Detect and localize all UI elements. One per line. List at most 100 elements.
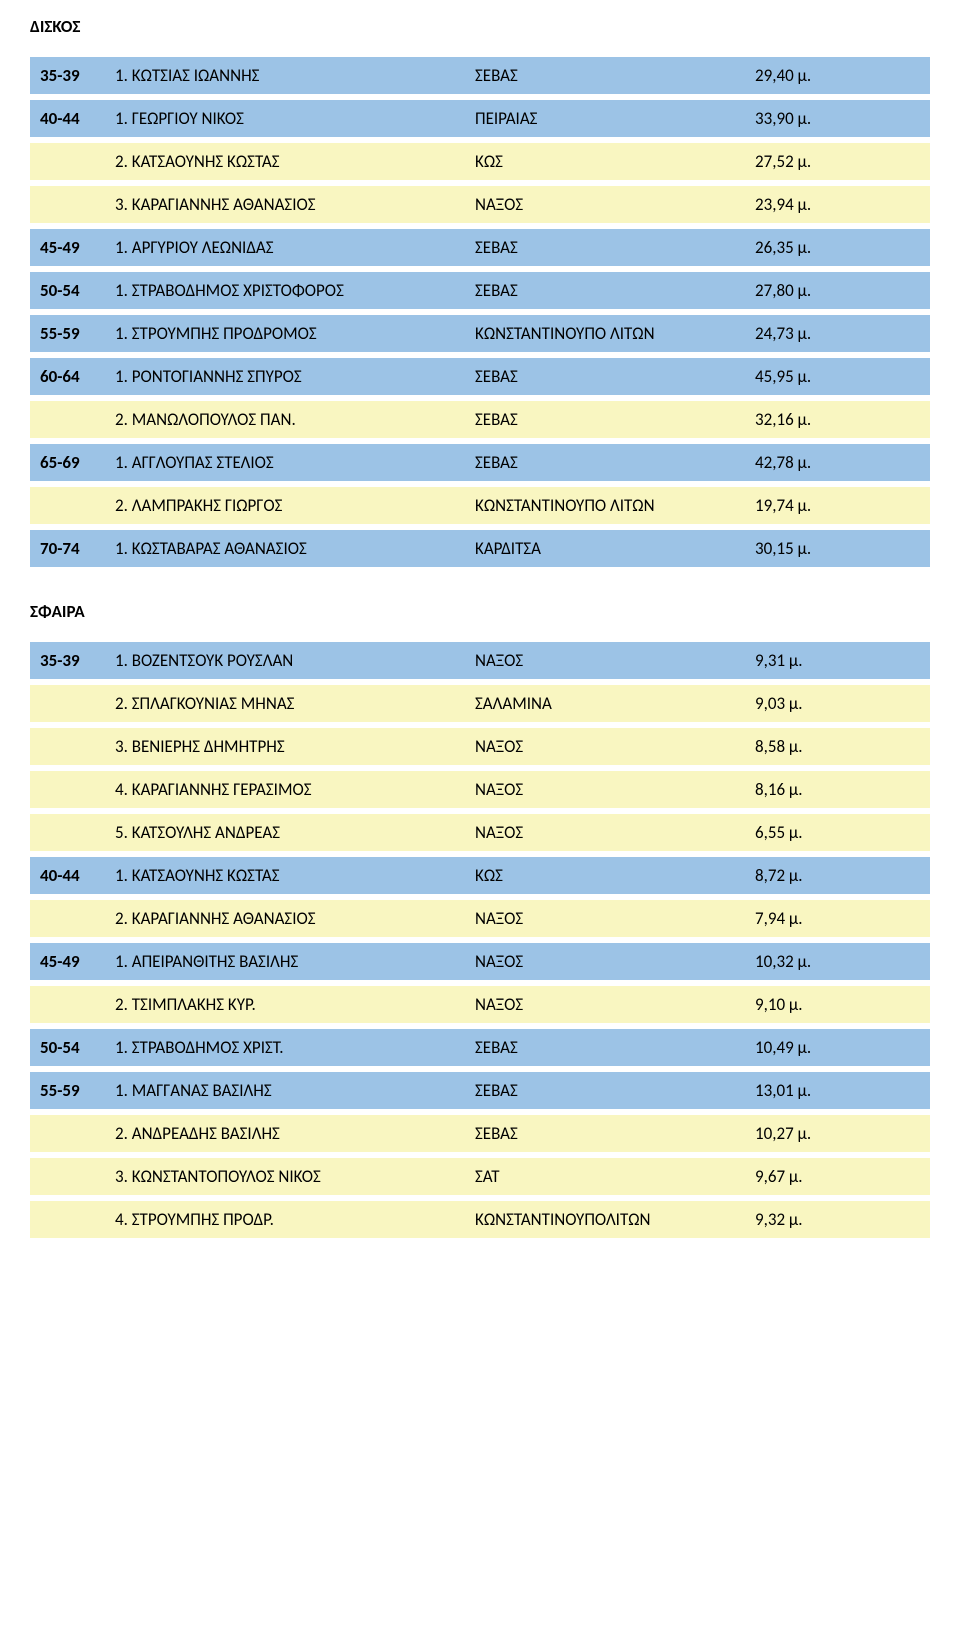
result-cell: 32,16 μ. — [745, 401, 930, 438]
table-row: 4. ΚΑΡΑΓΙΑΝΝΗΣ ΓΕΡΑΣΙΜΟΣΝΑΞΟΣ8,16 μ. — [30, 771, 930, 808]
age-cell: 55-59 — [30, 1072, 105, 1109]
table-row: 2. ΚΑΤΣΑΟΥΝΗΣ ΚΩΣΤΑΣΚΩΣ27,52 μ. — [30, 143, 930, 180]
result-cell: 9,10 μ. — [745, 986, 930, 1023]
table-row: 50-541. ΣΤΡΑΒΟΔΗΜΟΣ ΧΡΙΣΤ.ΣΕΒΑΣ10,49 μ. — [30, 1029, 930, 1066]
table-row: 45-491. ΑΠΕΙΡΑΝΘΙΤΗΣ ΒΑΣΙΛΗΣΝΑΞΟΣ10,32 μ… — [30, 943, 930, 980]
table-row: 2. ΑΝΔΡΕΑΔΗΣ ΒΑΣΙΛΗΣΣΕΒΑΣ10,27 μ. — [30, 1115, 930, 1152]
result-cell: 23,94 μ. — [745, 186, 930, 223]
age-cell: 40-44 — [30, 100, 105, 137]
age-cell: 50-54 — [30, 1029, 105, 1066]
club-cell: ΝΑΞΟΣ — [465, 642, 745, 679]
table-row: 2. ΚΑΡΑΓΙΑΝΝΗΣ ΑΘΑΝΑΣΙΟΣΝΑΞΟΣ7,94 μ. — [30, 900, 930, 937]
club-cell: ΣΕΒΑΣ — [465, 444, 745, 481]
table-row: 35-391. ΒΟΖΕΝΤΣΟΥΚ ΡΟΥΣΛΑΝΝΑΞΟΣ9,31 μ. — [30, 642, 930, 679]
club-cell: ΚΩΝΣΤΑΝΤΙΝΟΥΠΟ ΛΙΤΩΝ — [465, 315, 745, 352]
age-cell — [30, 771, 105, 808]
name-cell: 1. ΓΕΩΡΓΙΟΥ ΝΙΚΟΣ — [105, 100, 465, 137]
result-cell: 8,58 μ. — [745, 728, 930, 765]
table-row: 40-441. ΓΕΩΡΓΙΟΥ ΝΙΚΟΣΠΕΙΡΑΙΑΣ33,90 μ. — [30, 100, 930, 137]
name-cell: 5. ΚΑΤΣΟΥΛΗΣ ΑΝΔΡΕΑΣ — [105, 814, 465, 851]
age-cell: 45-49 — [30, 229, 105, 266]
result-cell: 45,95 μ. — [745, 358, 930, 395]
section-heading: ΣΦΑΙΡΑ — [30, 601, 930, 622]
results-table: 35-391. ΒΟΖΕΝΤΣΟΥΚ ΡΟΥΣΛΑΝΝΑΞΟΣ9,31 μ. 2.… — [30, 636, 930, 1244]
club-cell: ΣΕΒΑΣ — [465, 57, 745, 94]
name-cell: 2. ΣΠΛΑΓΚΟΥΝΙΑΣ ΜΗΝΑΣ — [105, 685, 465, 722]
club-cell: ΣΕΒΑΣ — [465, 229, 745, 266]
age-cell — [30, 986, 105, 1023]
club-cell: ΣΕΒΑΣ — [465, 272, 745, 309]
age-cell: 60-64 — [30, 358, 105, 395]
name-cell: 1. ΡΟΝΤΟΓΙΑΝΝΗΣ ΣΠΥΡΟΣ — [105, 358, 465, 395]
club-cell: ΣΕΒΑΣ — [465, 1115, 745, 1152]
result-cell: 10,27 μ. — [745, 1115, 930, 1152]
result-cell: 30,15 μ. — [745, 530, 930, 567]
table-row: 4. ΣΤΡΟΥΜΠΗΣ ΠΡΟΔΡ.ΚΩΝΣΤΑΝΤΙΝΟΥΠΟΛΙΤΩΝ9,… — [30, 1201, 930, 1238]
table-row: 2. ΛΑΜΠΡΑΚΗΣ ΓΙΩΡΓΟΣΚΩΝΣΤΑΝΤΙΝΟΥΠΟ ΛΙΤΩΝ… — [30, 487, 930, 524]
result-cell: 27,80 μ. — [745, 272, 930, 309]
table-row: 65-691. ΑΓΓΛΟΥΠΑΣ ΣΤΕΛΙΟΣΣΕΒΑΣ42,78 μ. — [30, 444, 930, 481]
club-cell: ΣΕΒΑΣ — [465, 358, 745, 395]
club-cell: ΣΑΤ — [465, 1158, 745, 1195]
result-cell: 13,01 μ. — [745, 1072, 930, 1109]
name-cell: 1. ΣΤΡΟΥΜΠΗΣ ΠΡΟΔΡΟΜΟΣ — [105, 315, 465, 352]
club-cell: ΝΑΞΟΣ — [465, 986, 745, 1023]
name-cell: 1. ΑΠΕΙΡΑΝΘΙΤΗΣ ΒΑΣΙΛΗΣ — [105, 943, 465, 980]
club-cell: ΝΑΞΟΣ — [465, 771, 745, 808]
table-row: 3. ΚΑΡΑΓΙΑΝΝΗΣ ΑΘΑΝΑΣΙΟΣΝΑΞΟΣ23,94 μ. — [30, 186, 930, 223]
table-row: 2. ΣΠΛΑΓΚΟΥΝΙΑΣ ΜΗΝΑΣΣΑΛΑΜΙΝΑ9,03 μ. — [30, 685, 930, 722]
club-cell: ΝΑΞΟΣ — [465, 186, 745, 223]
club-cell: ΝΑΞΟΣ — [465, 900, 745, 937]
result-cell: 9,67 μ. — [745, 1158, 930, 1195]
result-cell: 42,78 μ. — [745, 444, 930, 481]
age-cell: 70-74 — [30, 530, 105, 567]
age-cell — [30, 487, 105, 524]
age-cell: 50-54 — [30, 272, 105, 309]
age-cell — [30, 1115, 105, 1152]
table-row: 2. ΤΣΙΜΠΛΑΚΗΣ ΚΥΡ.ΝΑΞΟΣ9,10 μ. — [30, 986, 930, 1023]
club-cell: ΣΕΒΑΣ — [465, 401, 745, 438]
result-cell: 10,49 μ. — [745, 1029, 930, 1066]
name-cell: 4. ΣΤΡΟΥΜΠΗΣ ΠΡΟΔΡ. — [105, 1201, 465, 1238]
club-cell: ΝΑΞΟΣ — [465, 814, 745, 851]
age-cell — [30, 186, 105, 223]
age-cell — [30, 814, 105, 851]
name-cell: 2. ΑΝΔΡΕΑΔΗΣ ΒΑΣΙΛΗΣ — [105, 1115, 465, 1152]
result-cell: 24,73 μ. — [745, 315, 930, 352]
age-cell — [30, 1201, 105, 1238]
table-row: 45-491. ΑΡΓΥΡΙΟΥ ΛΕΩΝΙΔΑΣΣΕΒΑΣ26,35 μ. — [30, 229, 930, 266]
club-cell: ΣΑΛΑΜΙΝΑ — [465, 685, 745, 722]
result-cell: 26,35 μ. — [745, 229, 930, 266]
name-cell: 1. ΚΩΣΤΑΒΑΡΑΣ ΑΘΑΝΑΣΙΟΣ — [105, 530, 465, 567]
age-cell: 35-39 — [30, 642, 105, 679]
table-row: 60-641. ΡΟΝΤΟΓΙΑΝΝΗΣ ΣΠΥΡΟΣΣΕΒΑΣ45,95 μ. — [30, 358, 930, 395]
name-cell: 2. ΚΑΤΣΑΟΥΝΗΣ ΚΩΣΤΑΣ — [105, 143, 465, 180]
table-row: 50-541. ΣΤΡΑΒΟΔΗΜΟΣ ΧΡΙΣΤΟΦΟΡΟΣΣΕΒΑΣ27,8… — [30, 272, 930, 309]
name-cell: 3. ΚΩΝΣΤΑΝΤΟΠΟΥΛΟΣ ΝΙΚΟΣ — [105, 1158, 465, 1195]
name-cell: 1. ΒΟΖΕΝΤΣΟΥΚ ΡΟΥΣΛΑΝ — [105, 642, 465, 679]
result-cell: 9,03 μ. — [745, 685, 930, 722]
table-row: 55-591. ΜΑΓΓΑΝΑΣ ΒΑΣΙΛΗΣΣΕΒΑΣ13,01 μ. — [30, 1072, 930, 1109]
name-cell: 1. ΣΤΡΑΒΟΔΗΜΟΣ ΧΡΙΣΤ. — [105, 1029, 465, 1066]
table-row: 55-591. ΣΤΡΟΥΜΠΗΣ ΠΡΟΔΡΟΜΟΣΚΩΝΣΤΑΝΤΙΝΟΥΠ… — [30, 315, 930, 352]
name-cell: 2. ΛΑΜΠΡΑΚΗΣ ΓΙΩΡΓΟΣ — [105, 487, 465, 524]
age-cell: 35-39 — [30, 57, 105, 94]
name-cell: 1. ΚΩΤΣΙΑΣ ΙΩΑΝΝΗΣ — [105, 57, 465, 94]
age-cell — [30, 685, 105, 722]
result-cell: 10,32 μ. — [745, 943, 930, 980]
age-cell: 45-49 — [30, 943, 105, 980]
name-cell: 2. ΤΣΙΜΠΛΑΚΗΣ ΚΥΡ. — [105, 986, 465, 1023]
name-cell: 2. ΜΑΝΩΛΟΠΟΥΛΟΣ ΠΑΝ. — [105, 401, 465, 438]
name-cell: 1. ΑΓΓΛΟΥΠΑΣ ΣΤΕΛΙΟΣ — [105, 444, 465, 481]
result-cell: 33,90 μ. — [745, 100, 930, 137]
table-row: 70-741. ΚΩΣΤΑΒΑΡΑΣ ΑΘΑΝΑΣΙΟΣΚΑΡΔΙΤΣΑ30,1… — [30, 530, 930, 567]
club-cell: ΚΩΣ — [465, 857, 745, 894]
result-cell: 9,32 μ. — [745, 1201, 930, 1238]
page-content: ΔΙΣΚΟΣ 35-391. ΚΩΤΣΙΑΣ ΙΩΑΝΝΗΣΣΕΒΑΣ29,40 … — [30, 16, 930, 1244]
result-cell: 7,94 μ. — [745, 900, 930, 937]
section-heading: ΔΙΣΚΟΣ — [30, 16, 930, 37]
table-row: 5. ΚΑΤΣΟΥΛΗΣ ΑΝΔΡΕΑΣΝΑΞΟΣ6,55 μ. — [30, 814, 930, 851]
results-table: 35-391. ΚΩΤΣΙΑΣ ΙΩΑΝΝΗΣΣΕΒΑΣ29,40 μ.40-4… — [30, 51, 930, 573]
age-cell — [30, 1158, 105, 1195]
club-cell: ΚΑΡΔΙΤΣΑ — [465, 530, 745, 567]
